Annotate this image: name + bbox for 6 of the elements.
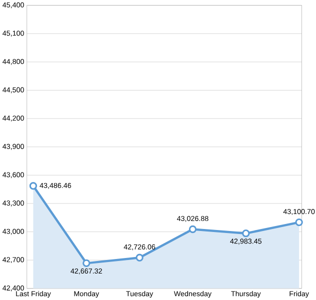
point — [295, 218, 303, 226]
point — [136, 254, 144, 262]
point — [188, 225, 197, 234]
point — [242, 230, 250, 238]
point — [82, 259, 90, 268]
point — [29, 182, 38, 190]
